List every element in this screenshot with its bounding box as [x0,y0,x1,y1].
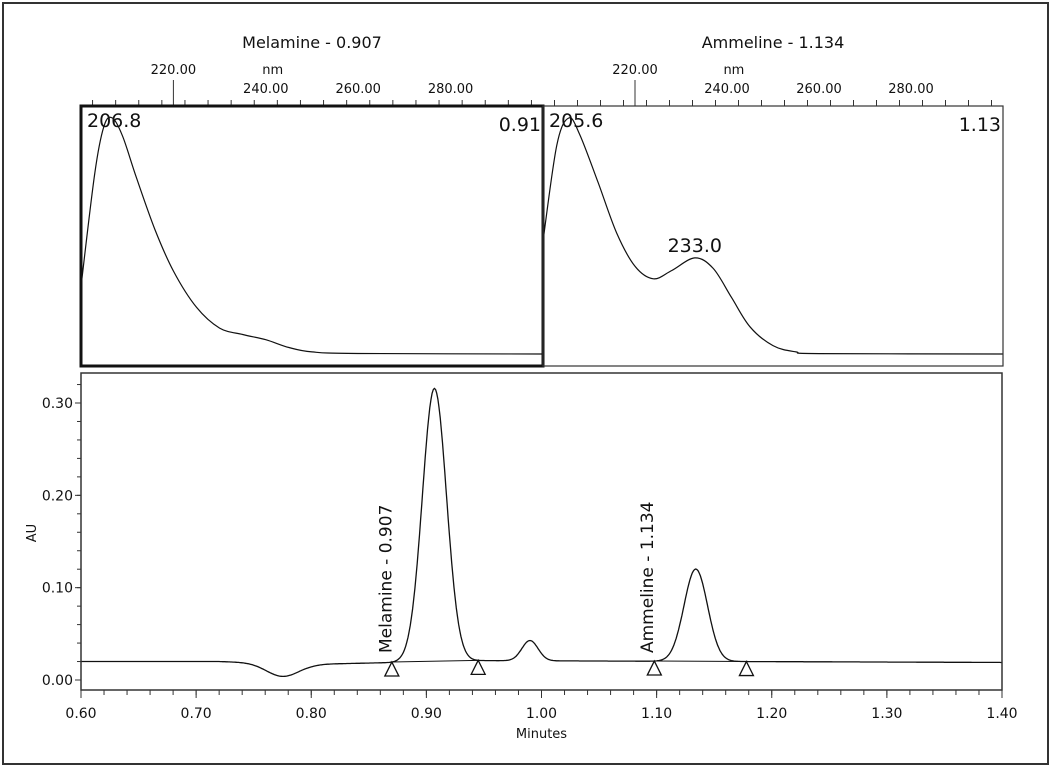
y-tick-label: 0.30 [42,396,73,412]
x-tick-label: 1.40 [986,706,1017,722]
x-tick-label: 0.70 [181,706,212,722]
x-tick-label: 220.00 [612,63,658,78]
y-tick-label: 0.10 [42,581,73,597]
x-tick-label: 1.30 [871,706,902,722]
y-tick-label: 0.00 [42,673,73,689]
melamine-spectrum-panel[interactable]: Melamine - 0.907 nm 220.00 240.00 260.00 280.… [79,33,545,368]
x-tick-label: 240.00 [243,82,289,97]
x-axis-title: Minutes [516,727,567,742]
x-tick-label: 1.20 [756,706,787,722]
spectrum-title: Melamine - 0.907 [242,33,382,52]
x-axis-unit-label: nm [723,63,744,78]
max-absorbance-label: 0.91 [499,114,541,136]
peak-wavelength-label: 205.6 [549,110,603,132]
integration-marker-triangle [383,660,400,677]
x-tick-label: 280.00 [428,82,474,97]
x-tick-label: 0.90 [411,706,442,722]
peak-name-label: Melamine - 0.907 [376,505,396,653]
secondary-peak-label: 233.0 [668,235,722,257]
plot-frame [80,372,1003,691]
chromatogram-panel: 0.00 0.10 0.20 0.30 0.60 0.70 0.80 0.90 1.00 1.10… [25,372,1018,742]
x-tick-label: 280.00 [888,82,934,97]
spectrum-line [80,116,544,355]
x-tick-label: 1.00 [526,706,557,722]
integration-marker-triangle [470,658,487,675]
x-tick-label: 220.00 [151,63,197,78]
x-tick-label: 260.00 [796,82,842,97]
x-tick-label: 1.10 [641,706,672,722]
x-tick-label: 0.60 [65,706,96,722]
integration-marker-triangle [646,659,663,676]
integration-marker-triangle [738,660,755,677]
x-tick-label: 240.00 [704,82,750,97]
x-tick-label: 260.00 [335,82,381,97]
spectrum-title: Ammeline - 1.134 [702,33,845,52]
x-tick-label: 0.80 [296,706,327,722]
integration-baseline [654,660,747,663]
max-absorbance-label: 1.13 [959,114,1001,136]
spectrum-line [542,117,1004,355]
integration-baseline [391,659,479,663]
x-axis-unit-label: nm [262,63,283,78]
chromatogram-trace [81,387,1002,678]
peak-wavelength-label: 206.8 [87,110,141,132]
y-axis-title: AU [25,524,40,542]
y-tick-label: 0.20 [42,488,73,504]
panel-frame [542,105,1004,367]
selected-panel-frame [79,104,545,368]
ammeline-spectrum-panel[interactable]: Ammeline - 1.134 nm 220.00 240.00 260.00 280.… [542,33,1004,367]
peak-name-label: Ammeline - 1.134 [638,502,658,654]
